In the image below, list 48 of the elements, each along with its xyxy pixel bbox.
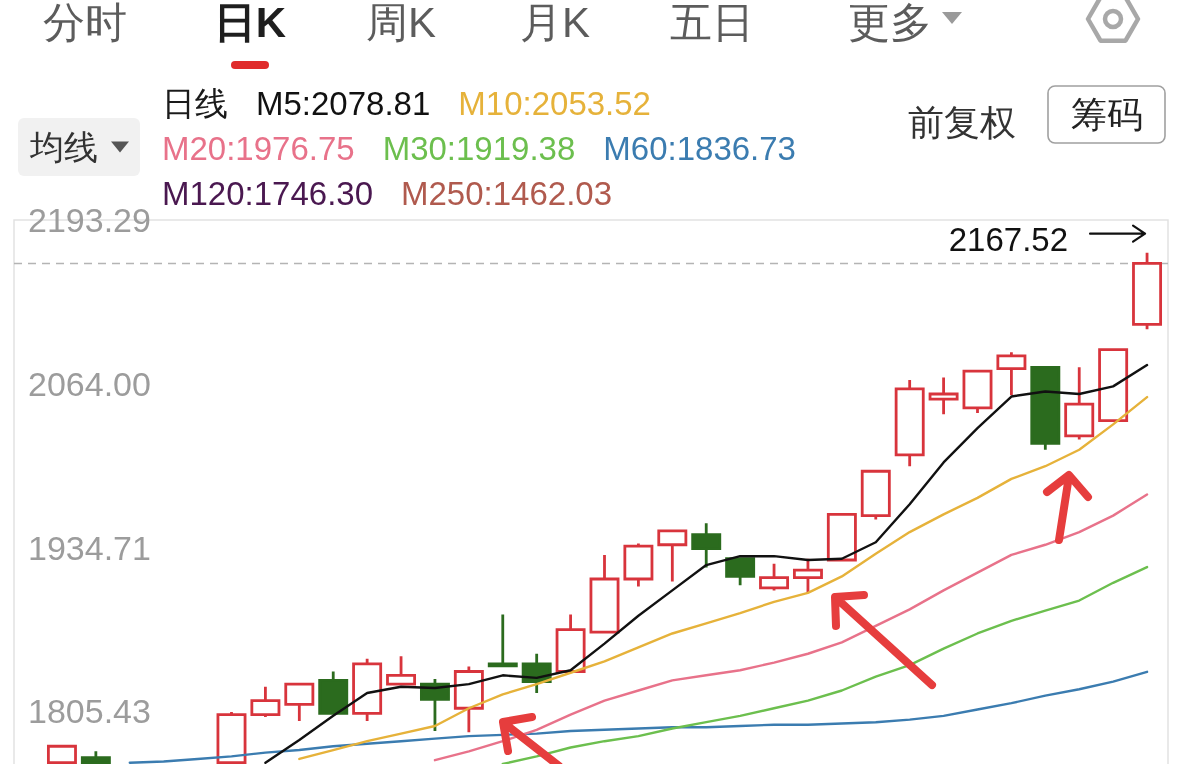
candlestick <box>894 378 925 468</box>
text: M60:1836.73 <box>603 129 796 167</box>
candlestick <box>996 350 1027 397</box>
text: 五日 <box>670 0 754 46</box>
text: 前复权 <box>908 101 1016 143</box>
text: 月K <box>519 0 591 46</box>
candlestick <box>80 749 111 764</box>
line-series <box>501 565 1149 764</box>
text: 周K <box>365 0 437 46</box>
text: 更多 <box>848 0 932 46</box>
candlestick <box>386 654 417 686</box>
legend-label: M250:1462.03 <box>401 174 613 212</box>
text: 日K <box>213 0 287 46</box>
candlestick <box>691 521 722 569</box>
candlestick <box>284 682 315 723</box>
candlestick <box>725 557 756 587</box>
candlestick <box>1030 365 1061 452</box>
candlestick <box>318 670 349 715</box>
candlestick <box>657 529 688 583</box>
candlestick <box>1064 365 1095 441</box>
candlestick <box>759 562 790 592</box>
candlestick <box>216 710 247 764</box>
legend-title: 日线 <box>162 84 228 122</box>
annotation: 2167.52 <box>948 221 1069 259</box>
text: M20:1976.75 <box>162 129 355 167</box>
text: 分时 <box>43 0 127 46</box>
line-series <box>433 493 1149 762</box>
candlestick <box>46 744 77 764</box>
candlestick <box>487 613 518 668</box>
candlestick <box>1132 251 1163 331</box>
text: M10:2053.52 <box>458 84 651 122</box>
y-tick-label: 2193.29 <box>28 201 151 239</box>
text: 筹码 <box>1070 94 1143 135</box>
text: M30:1919.38 <box>382 129 576 167</box>
y-tick-label: 2064.00 <box>28 364 151 403</box>
candlestick <box>860 468 891 521</box>
text: 均线 <box>29 128 98 166</box>
candlestick <box>623 542 654 588</box>
candlestick <box>962 369 993 415</box>
candlestick <box>928 376 959 416</box>
y-tick-label: 1805.43 <box>28 692 151 731</box>
candlestick <box>352 657 383 723</box>
text: M5:2078.81 <box>256 84 431 122</box>
legend-label: M120:1746.30 <box>162 174 374 212</box>
candlestick <box>250 685 281 719</box>
candlestick <box>589 553 620 634</box>
candlestick <box>1098 348 1129 422</box>
y-tick-label: 1934.71 <box>28 528 151 567</box>
